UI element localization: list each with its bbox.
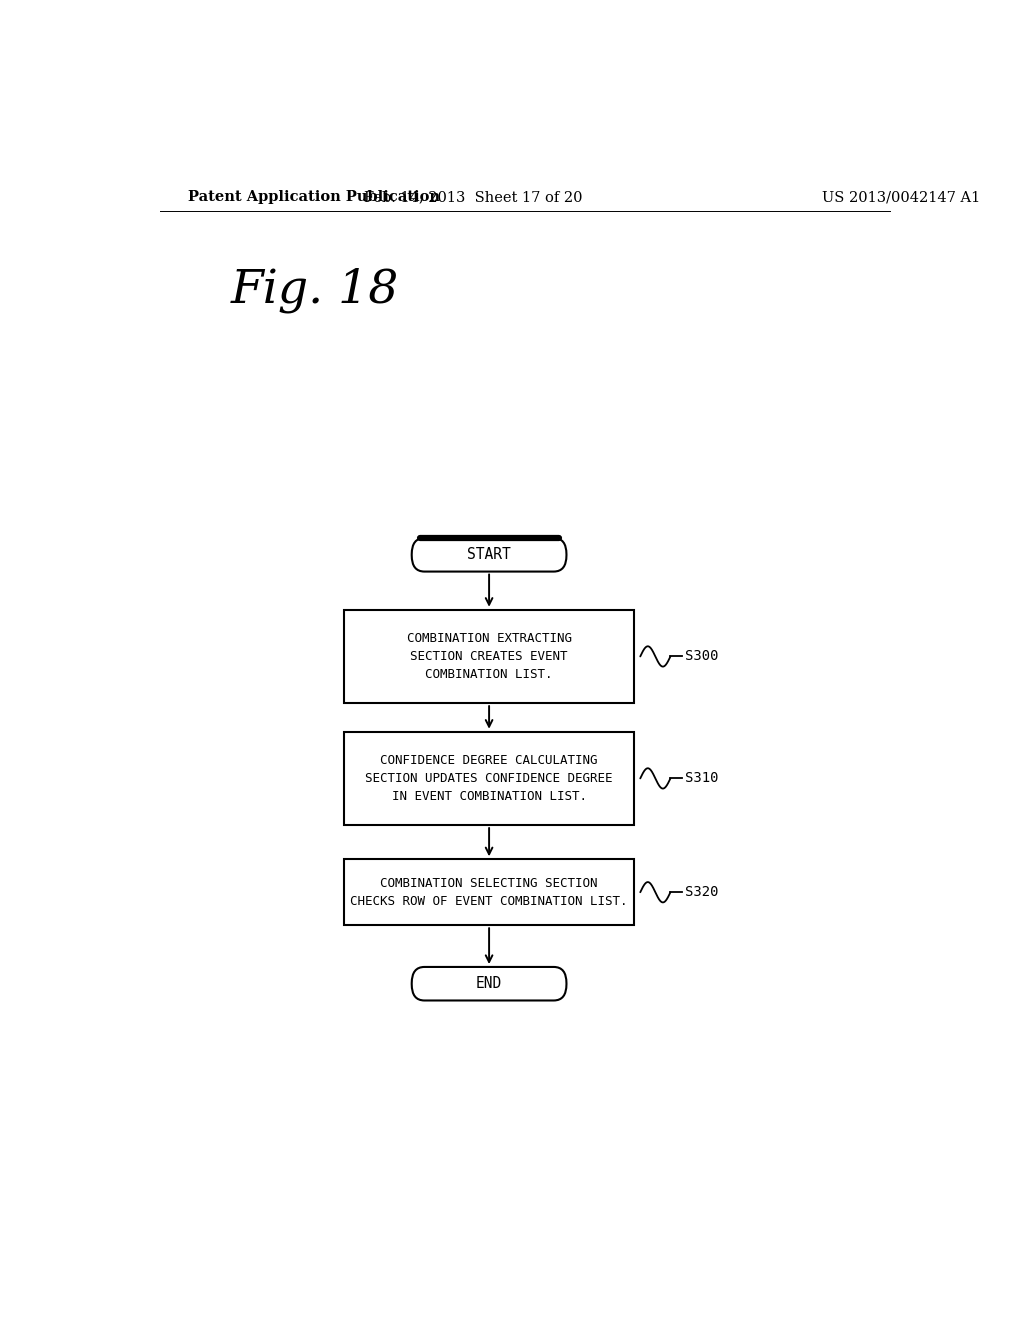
FancyBboxPatch shape xyxy=(412,968,566,1001)
Bar xyxy=(344,731,634,825)
Text: COMBINATION EXTRACTING
SECTION CREATES EVENT
COMBINATION LIST.: COMBINATION EXTRACTING SECTION CREATES E… xyxy=(407,632,571,681)
Bar xyxy=(344,859,634,925)
Text: S320: S320 xyxy=(685,886,718,899)
Text: Feb. 14, 2013  Sheet 17 of 20: Feb. 14, 2013 Sheet 17 of 20 xyxy=(364,190,583,205)
Text: CONFIDENCE DEGREE CALCULATING
SECTION UPDATES CONFIDENCE DEGREE
IN EVENT COMBINA: CONFIDENCE DEGREE CALCULATING SECTION UP… xyxy=(366,754,612,803)
Text: S300: S300 xyxy=(685,649,718,664)
Text: Patent Application Publication: Patent Application Publication xyxy=(187,190,439,205)
Text: COMBINATION SELECTING SECTION
CHECKS ROW OF EVENT COMBINATION LIST.: COMBINATION SELECTING SECTION CHECKS ROW… xyxy=(350,876,628,908)
Text: END: END xyxy=(476,977,502,991)
Text: S310: S310 xyxy=(685,771,718,785)
Text: START: START xyxy=(467,548,511,562)
Text: US 2013/0042147 A1: US 2013/0042147 A1 xyxy=(822,190,981,205)
Bar xyxy=(344,610,634,704)
FancyBboxPatch shape xyxy=(412,539,566,572)
Text: Fig. 18: Fig. 18 xyxy=(231,268,399,313)
